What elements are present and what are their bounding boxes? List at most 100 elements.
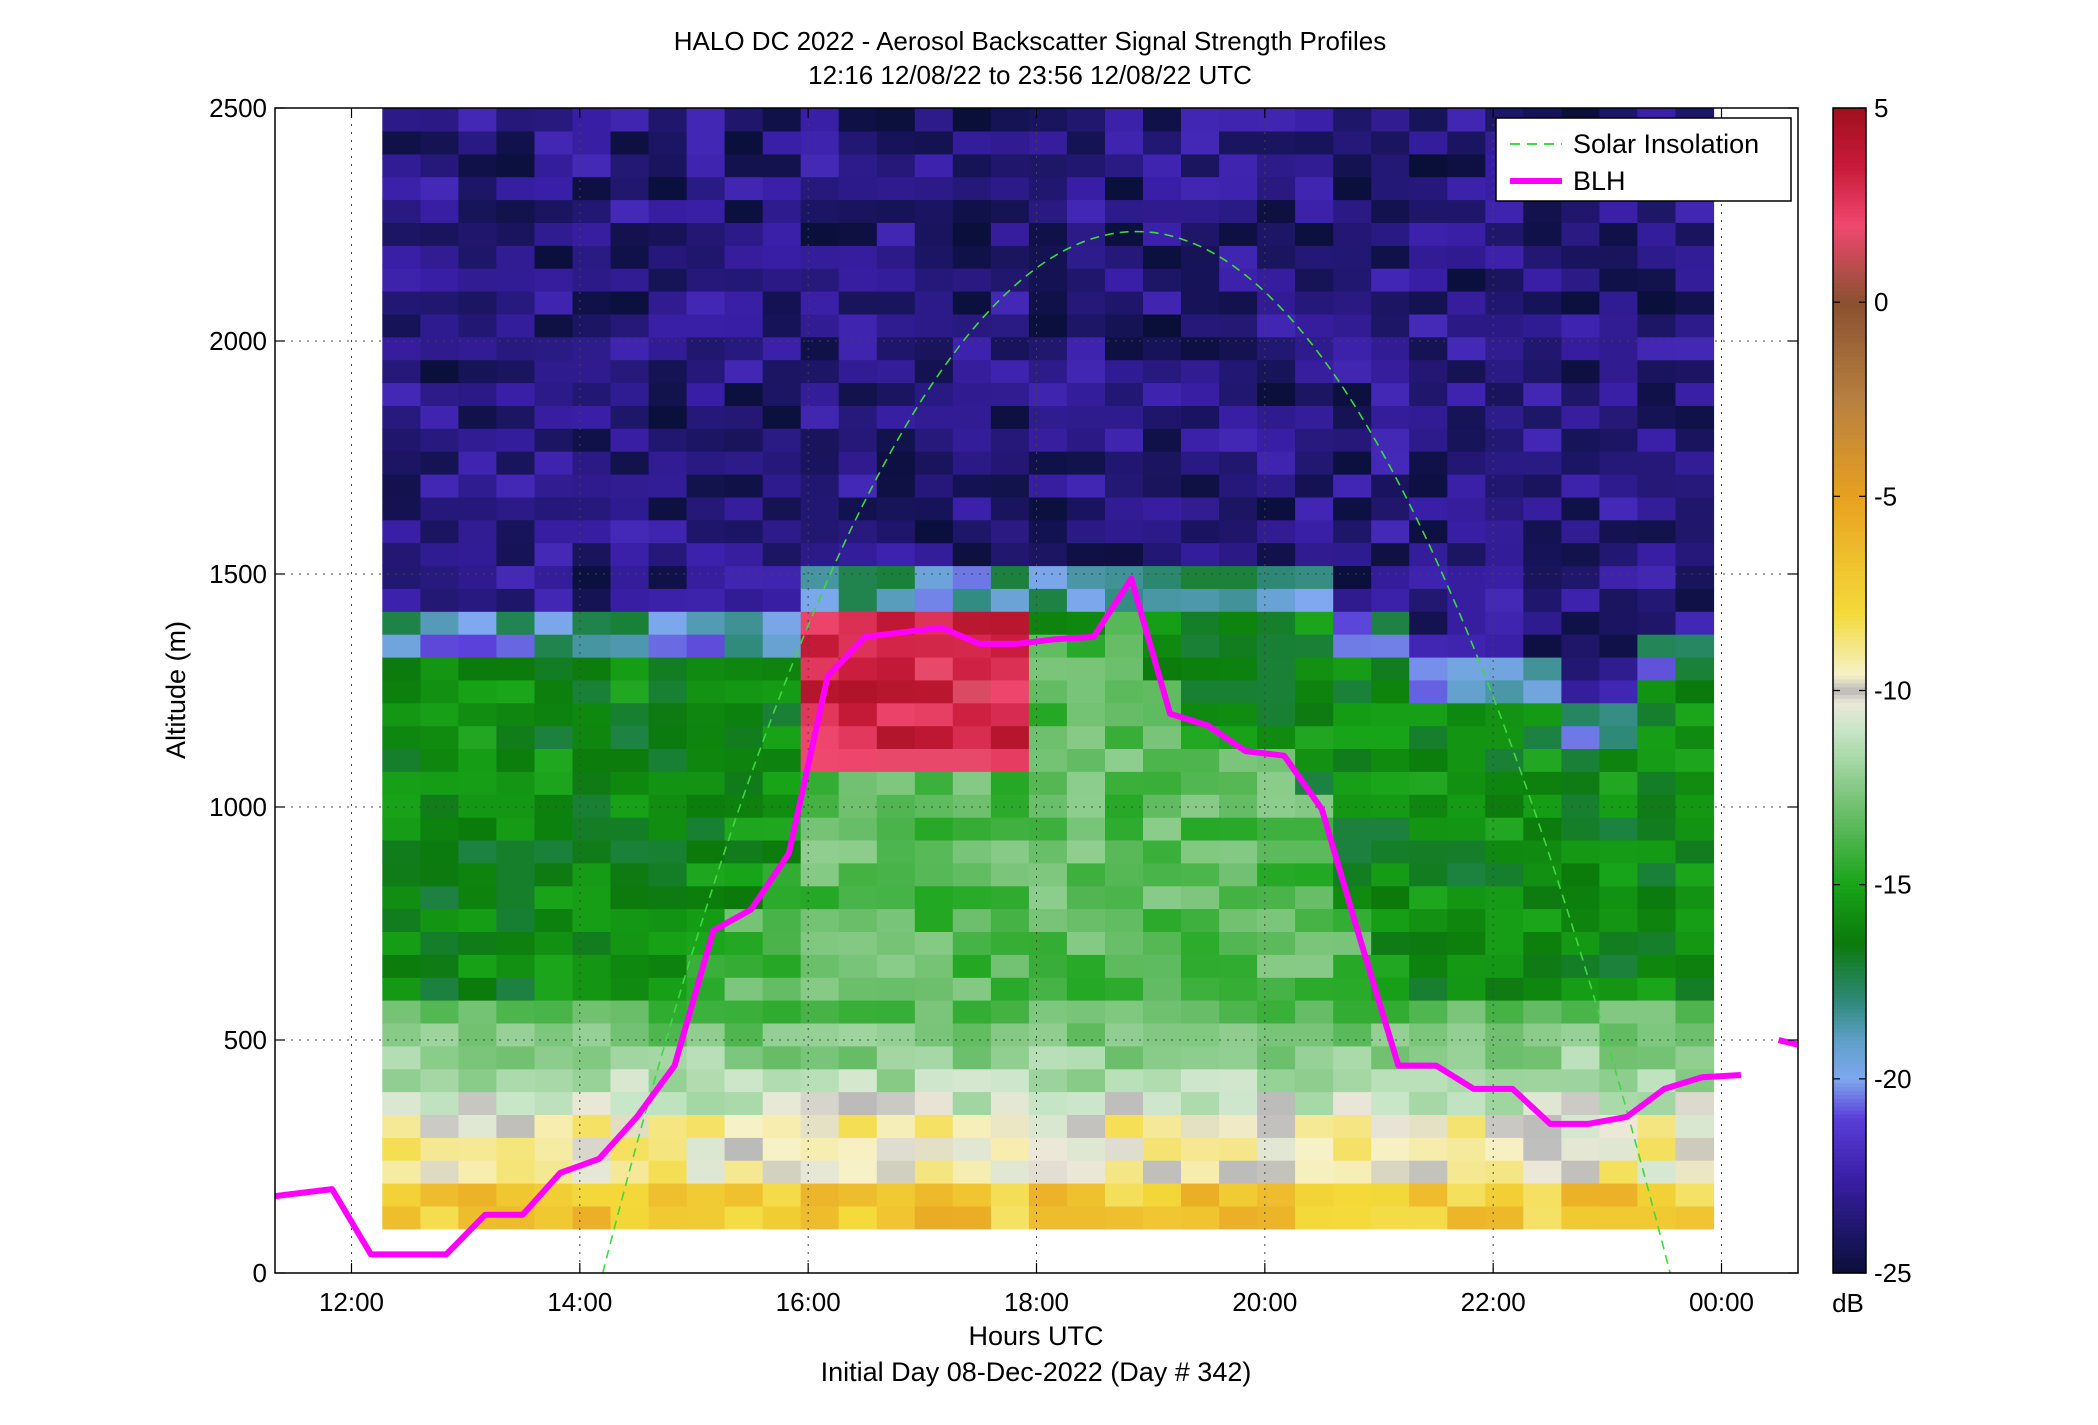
heatmap-cell	[534, 382, 574, 406]
heatmap-cell	[382, 382, 421, 406]
heatmap-cell	[572, 1205, 612, 1230]
heatmap-cell	[496, 1160, 535, 1184]
heatmap-cell	[496, 245, 535, 269]
heatmap-cell	[1599, 748, 1638, 772]
heatmap-cell	[382, 153, 421, 178]
heatmap-cell	[800, 611, 840, 635]
heatmap-cell	[496, 1000, 535, 1024]
heatmap-cell	[686, 679, 726, 704]
heatmap-cell	[876, 679, 916, 704]
heatmap-cell	[1181, 382, 1220, 406]
heatmap-cell	[800, 245, 840, 269]
heatmap-cell	[1105, 748, 1144, 772]
heatmap-cell	[724, 908, 764, 932]
heatmap-cell	[572, 679, 612, 704]
heatmap-cell	[1181, 954, 1220, 978]
heatmap-cell	[1257, 679, 1296, 704]
heatmap-cell	[990, 977, 1030, 1001]
heatmap-cell	[1028, 1160, 1068, 1184]
heatmap-cell	[838, 954, 878, 978]
colorbar-segment	[1833, 379, 1866, 385]
heatmap-cell	[1409, 359, 1448, 384]
heatmap-cell	[458, 817, 497, 841]
heatmap-cell	[1485, 656, 1524, 681]
heatmap-cell	[990, 382, 1030, 406]
heatmap-cell	[1181, 634, 1220, 658]
heatmap-cell	[1181, 153, 1220, 178]
colorbar-segment	[1833, 445, 1866, 451]
heatmap-cell	[1485, 291, 1524, 315]
heatmap-cell	[1637, 1160, 1676, 1184]
heatmap-cell	[1523, 428, 1562, 452]
chart-subtitle: 12:16 12/08/22 to 23:56 12/08/22 UTC	[808, 60, 1252, 90]
heatmap-cell	[572, 199, 612, 223]
heatmap-cell	[382, 702, 421, 727]
heatmap-cell	[952, 519, 992, 544]
colorbar-segment	[1833, 717, 1866, 723]
colorbar-segment	[1833, 919, 1866, 925]
heatmap-cell	[1485, 817, 1524, 841]
heatmap-cell	[838, 656, 878, 681]
heatmap-cell	[762, 1183, 802, 1207]
heatmap-cell	[914, 268, 954, 292]
heatmap-cell	[1447, 565, 1486, 589]
heatmap-cell	[1523, 268, 1562, 292]
heatmap-cell	[496, 611, 535, 635]
heatmap-cell	[1181, 108, 1220, 132]
heatmap-cell	[838, 405, 878, 429]
colorbar-segment	[1833, 1067, 1866, 1072]
heatmap-cell	[1637, 862, 1676, 887]
colorbar-segment	[1833, 779, 1866, 785]
heatmap-cell	[382, 519, 421, 544]
colorbar-segment	[1833, 523, 1866, 528]
heatmap-cell	[686, 153, 726, 178]
heatmap-cell	[952, 908, 992, 932]
heatmap-cell	[648, 313, 688, 338]
heatmap-cell	[952, 656, 992, 681]
heatmap-cell	[1181, 611, 1220, 635]
heatmap-cell	[876, 519, 916, 544]
heatmap-cell	[1066, 474, 1106, 498]
colorbar-segment	[1833, 236, 1866, 241]
colorbar-segment	[1833, 1261, 1866, 1266]
heatmap-cell	[1409, 405, 1448, 429]
colorbar-segment	[1833, 127, 1866, 132]
heatmap-cell	[1523, 931, 1562, 955]
heatmap-cell	[1523, 1183, 1562, 1207]
heatmap-cell	[1371, 451, 1410, 475]
heatmap-cell	[1409, 588, 1448, 612]
heatmap-cell	[1485, 428, 1524, 452]
heatmap-cell	[1028, 588, 1068, 612]
heatmap-cell	[458, 611, 497, 635]
colorbar-segment	[1833, 795, 1866, 800]
heatmap-cell	[648, 359, 688, 384]
heatmap-cell	[496, 542, 535, 567]
heatmap-cell	[1447, 519, 1486, 544]
colorbar-segment	[1833, 399, 1866, 404]
heatmap-cell	[1257, 1068, 1296, 1093]
heatmap-cell	[572, 748, 612, 772]
heatmap-cell	[990, 1045, 1030, 1070]
heatmap-cell	[1333, 405, 1372, 429]
heatmap-cell	[1181, 656, 1220, 681]
colorbar-segment	[1833, 1206, 1866, 1212]
heatmap-cell	[914, 1205, 954, 1230]
heatmap-cell	[990, 542, 1030, 567]
heatmap-cell	[1066, 565, 1106, 589]
heatmap-cell	[1105, 908, 1144, 932]
colorbar-segment	[1833, 993, 1866, 998]
heatmap-cell	[1447, 702, 1486, 727]
heatmap-cell	[876, 1114, 916, 1138]
heatmap-cell	[382, 222, 421, 246]
heatmap-cell	[1599, 245, 1638, 269]
colorbar-segment	[1833, 441, 1866, 447]
heatmap-cell	[952, 771, 992, 795]
heatmap-cell	[1409, 176, 1448, 201]
heatmap-cell	[914, 794, 954, 818]
heatmap-cell	[1675, 1205, 1715, 1230]
heatmap-cell	[1028, 222, 1068, 246]
heatmap-cell	[1561, 405, 1600, 429]
heatmap-cell	[762, 565, 802, 589]
heatmap-cell	[1561, 245, 1600, 269]
heatmap-cell	[952, 313, 992, 338]
